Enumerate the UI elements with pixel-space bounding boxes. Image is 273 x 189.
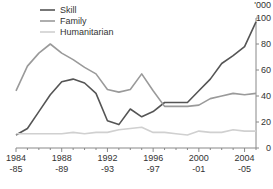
x-tick <box>84 148 85 150</box>
y-axis <box>256 18 257 148</box>
x-tick <box>141 148 142 150</box>
x-tick-label: 2000-01 <box>189 153 209 174</box>
x-tick <box>187 148 188 150</box>
x-tick <box>16 148 17 152</box>
x-axis <box>16 148 256 149</box>
legend-swatch <box>40 20 55 22</box>
x-tick <box>96 148 97 150</box>
y-tick-label: 100 <box>256 13 271 23</box>
y-tick-label: 60 <box>261 65 271 75</box>
y-tick-label: 80 <box>261 39 271 49</box>
legend-label: Humanitarian <box>60 27 114 37</box>
chart-container: 0 20 40 60 80 100 '000 1984-85 1988-89 1992-93 199… <box>0 0 273 189</box>
x-tick <box>256 148 257 150</box>
y-tick <box>256 44 259 45</box>
y-axis-label: '000 <box>254 0 271 10</box>
x-tick <box>130 148 131 150</box>
y-tick-label: 40 <box>261 91 271 101</box>
x-tick <box>61 148 62 152</box>
x-tick <box>233 148 234 150</box>
y-tick-label: 20 <box>261 117 271 127</box>
series-line <box>16 22 256 135</box>
x-tick <box>198 148 199 152</box>
x-tick-label: 1996-97 <box>143 153 163 174</box>
x-tick <box>164 148 165 150</box>
x-tick <box>221 148 222 150</box>
x-tick <box>107 148 108 152</box>
legend-swatch <box>40 31 55 33</box>
x-tick <box>27 148 28 150</box>
legend-label: Family <box>60 16 87 26</box>
x-tick <box>176 148 177 150</box>
series-line <box>16 127 256 135</box>
x-tick-label: 1988-89 <box>52 153 72 174</box>
x-tick-label: 1984-85 <box>6 153 26 174</box>
x-tick <box>73 148 74 150</box>
x-tick <box>50 148 51 150</box>
y-tick <box>256 70 259 71</box>
x-tick-label: 1992-93 <box>97 153 117 174</box>
x-tick <box>118 148 119 150</box>
x-tick <box>244 148 245 152</box>
x-tick-label: 2004-05 <box>235 153 255 174</box>
y-tick <box>256 122 259 123</box>
y-tick-label: 0 <box>266 143 271 153</box>
chart: 0 20 40 60 80 100 '000 1984-85 1988-89 1992-93 199… <box>0 0 273 189</box>
plot-area <box>16 22 256 135</box>
series-line <box>16 44 256 106</box>
x-tick <box>210 148 211 150</box>
x-tick <box>153 148 154 152</box>
legend-label: Skill <box>60 5 77 15</box>
legend-swatch <box>40 9 55 11</box>
x-tick <box>38 148 39 150</box>
y-tick <box>256 96 259 97</box>
